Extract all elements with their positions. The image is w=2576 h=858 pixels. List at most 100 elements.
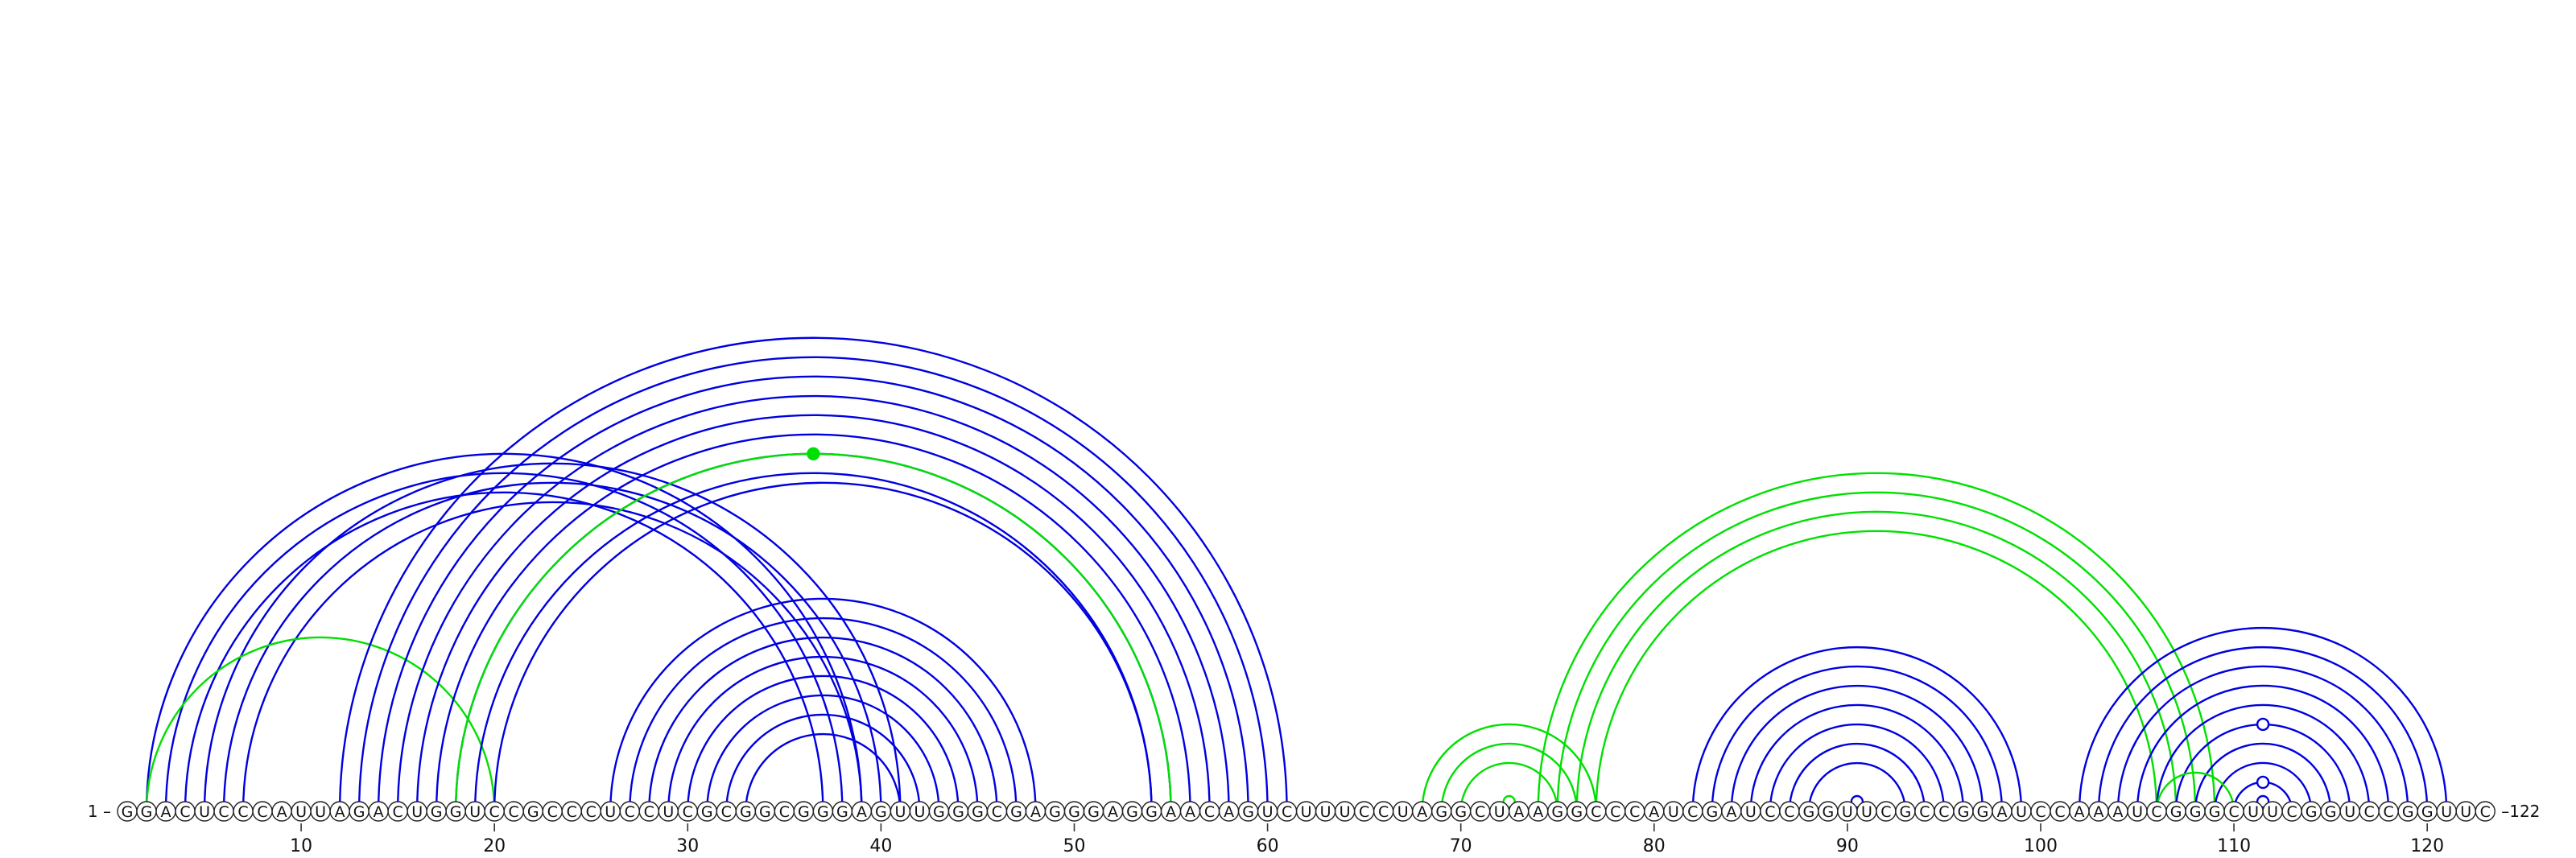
nucleotide-3: A [155, 801, 176, 822]
nucleotide-letter-101: C [2054, 803, 2065, 821]
nucleotide-48: A [1025, 801, 1046, 822]
nucleotide-43: G [928, 801, 950, 822]
nucleotide-103: A [2088, 801, 2109, 822]
nucleotide-44: G [947, 801, 969, 822]
nucleotide-68: A [1411, 801, 1433, 822]
nucleotide-56: A [1179, 801, 1201, 822]
nucleotide-82: C [1682, 801, 1703, 822]
nucleotide-90: U [1837, 801, 1858, 822]
nucleotide-94: C [1914, 801, 1935, 822]
nucleotide-22: G [522, 801, 543, 822]
nucleotide-113: C [2281, 801, 2302, 822]
base-pair-arc-6-40 [222, 481, 882, 812]
nucleotide-69: G [1430, 801, 1452, 822]
base-pair-arc-106-110 [2155, 771, 2235, 812]
base-pair-arc-84-97 [1730, 684, 1984, 812]
nucleotide-letter-44: G [952, 803, 964, 821]
nucleotide-letter-103: A [2094, 803, 2104, 821]
nucleotide-letter-94: C [1919, 803, 1930, 821]
nucleotide-letter-10: U [295, 803, 307, 821]
nucleotide-letter-20: C [489, 803, 500, 821]
nucleotide-108: G [2185, 801, 2206, 822]
nucleotide-109: G [2204, 801, 2225, 822]
tick-label-30: 30 [676, 836, 699, 856]
nucleotide-letter-79: C [1629, 803, 1640, 821]
nucleotide-letter-73: A [1513, 803, 1524, 821]
nucleotide-letter-19: U [469, 803, 481, 821]
nucleotide-49: G [1044, 801, 1066, 822]
arc-apex-markers [807, 447, 2270, 809]
nucleotide-letter-30: C [683, 803, 693, 821]
nucleotide-63: U [1315, 801, 1336, 822]
nucleotide-115: G [2320, 801, 2341, 822]
nucleotide-letter-84: A [1726, 803, 1736, 821]
nucleotide-99: U [2011, 801, 2032, 822]
nucleotide-letter-57: C [1204, 803, 1215, 821]
nucleotide-letter-34: G [759, 803, 771, 821]
nucleotide-10: U [291, 801, 312, 822]
nucleotide-letter-97: G [1977, 803, 1989, 821]
base-pair-arc-20-54 [493, 481, 1153, 812]
nucleotide-letter-15: C [392, 803, 402, 821]
base-pair-arc-75-108 [1556, 491, 2197, 812]
nucleotide-64: U [1334, 801, 1356, 822]
nucleotide-93: G [1895, 801, 1916, 822]
nucleotide-letter-48: A [1030, 803, 1041, 821]
nucleotide-letter-21: C [509, 803, 519, 821]
base-pair-arc-17-56 [435, 433, 1191, 812]
nucleotide-letter-56: A [1185, 803, 1195, 821]
nucleotide-letter-41: U [894, 803, 906, 821]
nucleotide-letter-18: G [450, 803, 462, 821]
nucleotide-letter-60: U [1262, 803, 1274, 821]
apex-marker-18-55 [807, 447, 820, 461]
nucleotide-40: G [870, 801, 892, 822]
nucleotide-letter-53: G [1126, 803, 1138, 821]
base-pair-arc-32-42 [725, 713, 921, 812]
tick-label-100: 100 [2024, 836, 2058, 856]
nucleotide-34: G [754, 801, 776, 822]
nucleotide-8: C [252, 801, 273, 822]
sequence-start-label: 1 – [88, 802, 111, 821]
base-pair-arc-3-38 [164, 472, 844, 812]
nucleotide-4: C [175, 801, 196, 822]
nucleotide-7: C [233, 801, 254, 822]
nucleotide-61: C [1276, 801, 1298, 822]
nucleotide-letter-8: C [257, 803, 267, 821]
nucleotide-107: G [2165, 801, 2186, 822]
nucleotide-91: U [1856, 801, 1877, 822]
nucleotide-47: G [1005, 801, 1027, 822]
nucleotide-101: C [2050, 801, 2070, 822]
nucleotide-letter-121: U [2441, 803, 2452, 821]
nucleotide-letter-50: G [1068, 803, 1080, 821]
nucleotide-28: C [638, 801, 659, 822]
base-pair-arc-102-121 [2078, 626, 2448, 812]
nucleotide-letter-67: U [1397, 803, 1409, 821]
base-pair-arc-30-44 [687, 674, 960, 812]
nucleotide-71: C [1469, 801, 1491, 822]
base-pair-arc-68-77 [1421, 723, 1597, 812]
nucleotide-76: G [1567, 801, 1587, 822]
nucleotide-38: G [832, 801, 853, 822]
nucleotide-23: C [542, 801, 563, 822]
nucleotide-letter-42: U [914, 803, 925, 821]
nucleotide-letter-93: G [1900, 803, 1912, 821]
base-pair-arc-33-41 [745, 732, 902, 812]
nucleotide-50: G [1063, 801, 1085, 822]
nucleotide-letter-26: U [605, 803, 616, 821]
nucleotide-39: A [851, 801, 873, 822]
nucleotide-100: C [2030, 801, 2051, 822]
nucleotide-letter-23: C [547, 803, 558, 821]
nucleotide-letter-38: G [836, 803, 848, 821]
nucleotide-65: C [1353, 801, 1375, 822]
nucleotide-letter-11: U [315, 803, 326, 821]
nucleotide-letter-7: C [237, 803, 248, 821]
nucleotide-81: U [1663, 801, 1684, 822]
nucleotide-letter-24: C [567, 803, 577, 821]
base-pair-arc-76-107 [1575, 510, 2178, 812]
nucleotide-letter-119: G [2402, 803, 2414, 821]
nucleotide-72: U [1489, 801, 1510, 822]
nucleotide-66: C [1373, 801, 1394, 822]
nucleotide-110: C [2223, 801, 2244, 822]
nucleotide-letter-61: C [1282, 803, 1292, 821]
base-pair-arc-88-93 [1807, 761, 1907, 812]
